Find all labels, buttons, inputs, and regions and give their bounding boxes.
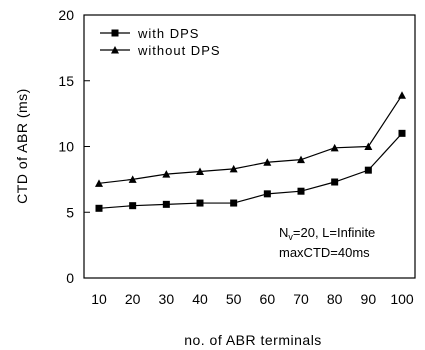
data-point-square	[95, 204, 103, 212]
y-tick-label: 20	[58, 7, 74, 23]
x-tick-label: 70	[293, 291, 309, 307]
series-layer	[95, 91, 406, 212]
y-tick-label: 10	[58, 139, 74, 155]
plot-annotation: Nv=20, L=Infinite maxCTD=40ms	[279, 225, 375, 260]
data-point-square	[364, 166, 372, 174]
data-point-triangle	[95, 179, 103, 187]
x-tick-label: 30	[159, 291, 175, 307]
x-tick-label: 40	[192, 291, 208, 307]
data-point-square	[263, 190, 271, 198]
data-point-triangle	[196, 167, 204, 175]
data-point-square	[398, 129, 406, 137]
x-tick-label: 80	[327, 291, 343, 307]
data-point-triangle	[229, 164, 238, 173]
x-axis-label: no. of ABR terminals	[184, 332, 322, 348]
series-line-with-dps	[98, 132, 403, 209]
data-point-triangle	[263, 158, 272, 166]
x-tick-label: 50	[226, 291, 242, 307]
annotation-line-2: maxCTD=40ms	[279, 245, 370, 260]
annotation-subscript: v	[288, 232, 293, 242]
data-point-square	[230, 199, 238, 207]
data-point-square	[297, 187, 305, 195]
legend: with DPS without DPS	[100, 26, 221, 58]
data-point-triangle	[330, 143, 339, 152]
legend-label-with-dps: with DPS	[137, 26, 199, 41]
data-point-square	[129, 202, 137, 210]
data-point-triangle	[364, 142, 373, 150]
annotation-rest: =20, L=Infinite	[293, 225, 375, 240]
legend-marker-triangle	[111, 46, 119, 54]
y-tick-label: 0	[66, 270, 74, 286]
data-point-triangle	[162, 170, 171, 178]
data-point-triangle	[398, 91, 406, 99]
x-axis: 10 20 30 40 50 60 70 80 90 100	[91, 291, 414, 307]
data-point-square	[331, 178, 339, 186]
y-tick-label: 15	[58, 73, 74, 89]
x-tick-label: 60	[260, 291, 276, 307]
annotation-n: N	[279, 225, 288, 240]
legend-label-without-dps: without DPS	[137, 43, 221, 58]
y-tick-label: 5	[66, 204, 74, 220]
series-line-without-dps	[98, 94, 403, 184]
data-point-triangle	[128, 175, 137, 183]
y-axis-label: CTD of ABR (ms)	[14, 88, 30, 204]
data-point-square	[162, 200, 170, 208]
x-tick-label: 20	[125, 291, 141, 307]
x-tick-label: 10	[91, 291, 107, 307]
legend-marker-square	[111, 29, 119, 37]
x-tick-label: 100	[390, 291, 414, 307]
y-axis: 0 5 10 15 20	[58, 7, 90, 286]
annotation-line-1: Nv=20, L=Infinite	[279, 225, 375, 242]
data-point-square	[196, 199, 204, 207]
x-tick-label: 90	[361, 291, 377, 307]
data-point-triangle	[297, 155, 305, 164]
